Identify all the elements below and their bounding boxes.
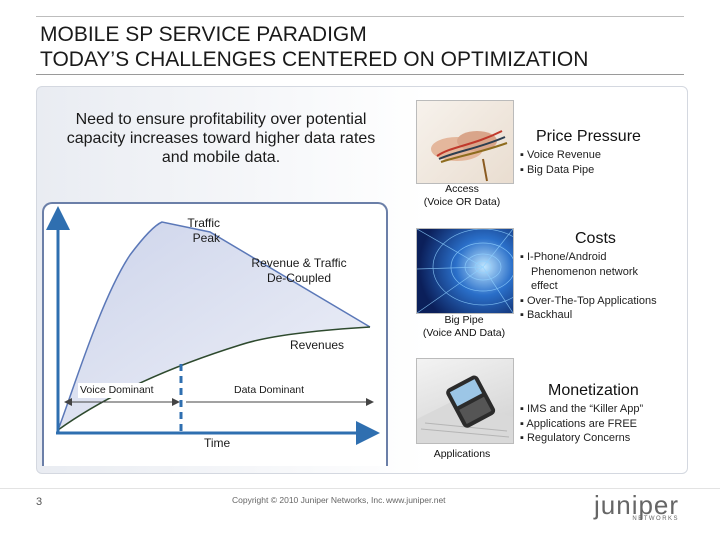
data-dominant-label: Data Dominant	[232, 383, 307, 398]
slide-title: MOBILE SP SERVICE PARADIGM TODAY’S CHALL…	[40, 22, 588, 72]
list-item: Phenomenon network	[531, 265, 639, 278]
monetization-bullets: ▪ IMS and the “Killer App” ▪ Application…	[520, 402, 643, 446]
access-caption: Access (Voice OR Data)	[423, 183, 501, 208]
decoupled-label: Revenue & Traffic De-Coupled	[251, 256, 347, 285]
list-item: effect	[531, 280, 558, 292]
copyright-text: Copyright © 2010 Juniper Networks, Inc.	[232, 495, 385, 505]
profitability-statement: Need to ensure profitability over potent…	[66, 111, 376, 166]
logo-wordmark: JUNIPER	[594, 490, 680, 520]
traffic-peak-label: Traffic Peak	[187, 216, 220, 245]
price-pressure-bullets: ▪ Voice Revenue ▪ Big Data Pipe	[520, 148, 601, 177]
price-pressure-heading: Price Pressure	[536, 128, 641, 145]
voice-dominant-label: Voice Dominant	[78, 383, 156, 398]
hands-icon	[431, 130, 508, 182]
title-divider	[36, 74, 684, 75]
costs-heading: Costs	[575, 230, 616, 247]
decoupling-wedge	[58, 222, 370, 430]
title-line-1: MOBILE SP SERVICE PARADIGM	[40, 23, 367, 46]
time-label: Time	[204, 436, 231, 450]
monetization-heading: Monetization	[548, 382, 639, 399]
list-item: ▪ Voice Revenue	[520, 149, 601, 161]
website-url: www.juniper.net	[386, 495, 446, 505]
list-item: ▪ I-Phone/Android	[520, 251, 607, 263]
page-number: 3	[36, 496, 43, 508]
revenues-label: Revenues	[290, 338, 345, 352]
smartphone-icon	[417, 375, 513, 443]
traffic-curve	[57, 221, 371, 431]
list-item: ▪ Backhaul	[520, 309, 573, 321]
hands-with-cables-photo	[416, 100, 514, 184]
list-item: ▪ Over-The-Top Applications	[520, 294, 657, 307]
list-item: ▪ IMS and the “Killer App”	[520, 403, 644, 415]
title-line-2: TODAY’S CHALLENGES CENTERED ON OPTIMIZAT…	[40, 48, 589, 71]
logo-subtext: NETWORKS	[632, 516, 680, 522]
blue-data-tunnel-photo	[416, 228, 514, 314]
footer-rule	[0, 488, 720, 489]
juniper-logo: JUNIPER NETWORKS	[594, 492, 679, 522]
data-tunnel-icon	[417, 229, 513, 313]
big-pipe-caption: Big Pipe (Voice AND Data)	[422, 314, 506, 339]
list-item: ▪ Big Data Pipe	[520, 163, 595, 176]
list-item: ▪ Regulatory Concerns	[520, 432, 631, 444]
list-item: ▪ Applications are FREE	[520, 417, 638, 430]
revenue-curve	[57, 326, 371, 431]
costs-bullets: ▪ I-Phone/Android Phenomenon network eff…	[520, 250, 657, 323]
smartphone-on-laptop-photo	[416, 358, 514, 444]
title-top-rule	[36, 16, 684, 17]
applications-caption: Applications	[433, 448, 491, 460]
